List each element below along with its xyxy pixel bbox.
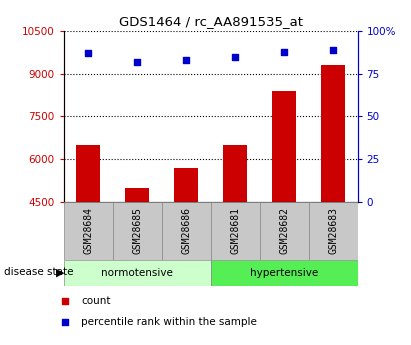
Text: hypertensive: hypertensive: [250, 268, 318, 278]
Point: [183, 57, 189, 63]
Bar: [309, 202, 358, 260]
Bar: [64, 260, 210, 286]
Text: percentile rank within the sample: percentile rank within the sample: [81, 317, 257, 327]
Point: [330, 47, 336, 52]
Bar: [223, 145, 247, 202]
Text: GSM28683: GSM28683: [328, 207, 338, 254]
Bar: [272, 91, 296, 202]
Text: normotensive: normotensive: [101, 268, 173, 278]
Bar: [321, 65, 345, 202]
Bar: [211, 202, 260, 260]
Text: GSM28686: GSM28686: [181, 207, 191, 254]
Point: [232, 54, 238, 59]
Bar: [174, 168, 199, 202]
Bar: [260, 202, 309, 260]
Text: GSM28685: GSM28685: [132, 207, 142, 254]
Text: ▶: ▶: [55, 267, 64, 277]
Text: GSM28681: GSM28681: [230, 207, 240, 254]
Bar: [125, 188, 150, 202]
Text: GSM28684: GSM28684: [83, 207, 93, 254]
Bar: [162, 202, 211, 260]
Point: [61, 319, 68, 325]
Text: GSM28682: GSM28682: [279, 207, 289, 254]
Point: [281, 49, 287, 54]
Text: count: count: [81, 296, 111, 306]
Point: [134, 59, 141, 65]
Point: [85, 50, 92, 56]
Bar: [76, 145, 100, 202]
Bar: [64, 202, 113, 260]
Text: disease state: disease state: [4, 267, 74, 277]
Point: [61, 299, 68, 304]
Title: GDS1464 / rc_AA891535_at: GDS1464 / rc_AA891535_at: [119, 16, 302, 29]
Bar: [113, 202, 162, 260]
Bar: [211, 260, 358, 286]
